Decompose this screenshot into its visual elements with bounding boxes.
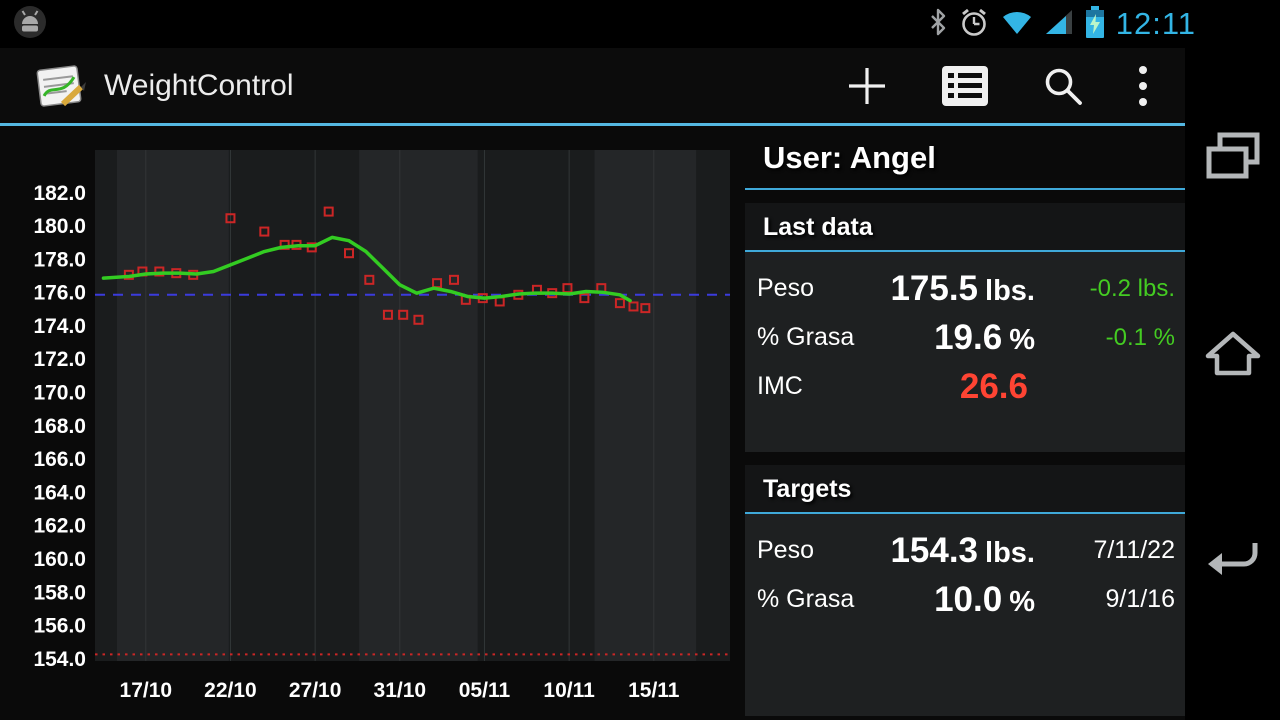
wifi-icon (1000, 8, 1034, 41)
svg-text:168.0: 168.0 (33, 415, 86, 438)
svg-text:156.0: 156.0 (33, 615, 86, 638)
row-value: 10.0% (934, 579, 1035, 619)
row-label: IMC (757, 372, 803, 400)
user-title: User: Angel (745, 134, 1185, 190)
recents-button[interactable] (1185, 108, 1280, 208)
navigation-bar (1185, 48, 1280, 720)
target-row-grasa: % Grasa 10.0% 9/1/16 (757, 575, 1175, 624)
row-label: Peso (757, 274, 814, 302)
svg-text:180.0: 180.0 (33, 215, 86, 238)
targets-section: Targets Peso 154.3 lbs. 7/11/22 % Grasa 1… (745, 465, 1185, 716)
row-label: % Grasa (757, 585, 855, 613)
alarm-icon (958, 7, 990, 42)
svg-text:154.0: 154.0 (33, 648, 86, 671)
last-data-row-grasa: % Grasa 19.6% -0.1 % (757, 313, 1175, 362)
weight-chart-svg: 154.0 156.0 158.0 160.0 162.0 164.0 166.0 168.0… (33, 150, 730, 702)
user-panel: User: Angel Last data Peso 175.5 lbs. -0.… (745, 134, 1185, 716)
svg-text:15/11: 15/11 (628, 679, 680, 702)
last-data-title: Last data (745, 203, 1185, 252)
svg-text:158.0: 158.0 (33, 581, 86, 604)
svg-text:22/10: 22/10 (204, 679, 257, 702)
svg-text:164.0: 164.0 (33, 481, 86, 504)
svg-text:182.0: 182.0 (33, 182, 86, 205)
row-date: 7/11/22 (1093, 536, 1175, 564)
app-title: WeightControl (104, 68, 294, 102)
svg-text:176.0: 176.0 (33, 282, 86, 305)
search-button[interactable] (1025, 55, 1101, 117)
status-bar: 12:11 (0, 0, 1280, 48)
status-bar-right: 12:11 (928, 5, 1280, 44)
back-icon (1204, 533, 1262, 584)
svg-text:174.0: 174.0 (33, 315, 86, 338)
row-value: 26.6 (959, 366, 1028, 406)
status-time: 12:11 (1115, 6, 1196, 41)
recents-icon (1203, 131, 1263, 186)
svg-text:10/11: 10/11 (543, 679, 595, 702)
last-data-card: Peso 175.5 lbs. -0.2 lbs. % Grasa 19.6% -… (745, 252, 1185, 452)
target-row-peso: Peso 154.3 lbs. 7/11/22 (757, 526, 1175, 575)
svg-text:17/10: 17/10 (120, 679, 173, 702)
row-value: 154.3 lbs. (890, 530, 1035, 570)
list-entries-button[interactable] (927, 55, 1003, 117)
row-delta: -0.1 % (1105, 323, 1175, 351)
action-bar: WeightControl (0, 48, 1185, 126)
signal-icon (1044, 8, 1074, 41)
svg-text:27/10: 27/10 (289, 679, 342, 702)
svg-text:160.0: 160.0 (33, 548, 86, 571)
row-date: 9/1/16 (1105, 585, 1175, 613)
svg-text:170.0: 170.0 (33, 382, 86, 405)
back-button[interactable] (1185, 508, 1280, 608)
svg-text:172.0: 172.0 (33, 348, 86, 371)
android-notification-icon (12, 4, 48, 45)
targets-card: Peso 154.3 lbs. 7/11/22 % Grasa 10.0% 9/1… (745, 514, 1185, 716)
add-entry-button[interactable] (829, 55, 905, 117)
row-delta: -0.2 lbs. (1089, 274, 1175, 302)
svg-text:162.0: 162.0 (33, 515, 86, 538)
bluetooth-icon (928, 7, 948, 42)
row-label: % Grasa (757, 323, 855, 351)
last-data-section: Last data Peso 175.5 lbs. -0.2 lbs. % Gra… (745, 203, 1185, 452)
last-data-row-imc: IMC 26.6 (757, 362, 1175, 411)
weight-chart[interactable]: 154.0 156.0 158.0 160.0 162.0 164.0 166.0 168.0… (8, 143, 736, 709)
last-data-row-peso: Peso 175.5 lbs. -0.2 lbs. (757, 264, 1175, 313)
home-icon (1204, 329, 1262, 382)
row-value: 175.5 lbs. (890, 268, 1035, 308)
app-logo-icon (30, 61, 88, 111)
row-value: 19.6% (934, 317, 1035, 357)
targets-title: Targets (745, 465, 1185, 514)
home-button[interactable] (1185, 305, 1280, 405)
svg-text:31/10: 31/10 (374, 679, 427, 702)
svg-text:178.0: 178.0 (33, 248, 86, 271)
battery-charging-icon (1084, 5, 1106, 44)
action-bar-actions (829, 55, 1185, 117)
svg-text:166.0: 166.0 (33, 448, 86, 471)
row-label: Peso (757, 536, 814, 564)
svg-text:05/11: 05/11 (459, 679, 511, 702)
overflow-menu-button[interactable] (1123, 55, 1163, 117)
weightcontrol-app: WeightControl (0, 48, 1185, 720)
